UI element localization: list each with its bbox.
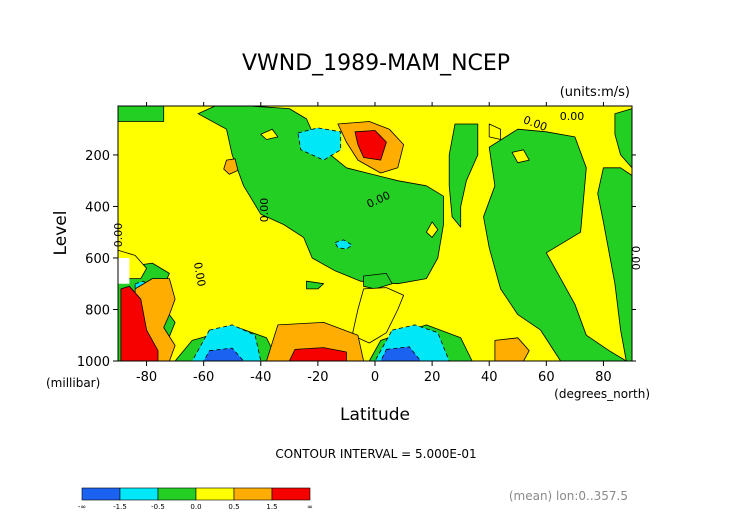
contour-region-neutral-3 bbox=[448, 123, 479, 228]
contour-region-neutral-5 bbox=[614, 108, 633, 169]
y-tick-label: 400 bbox=[85, 200, 110, 215]
y-tick-label: 800 bbox=[85, 303, 110, 318]
contour-region-neg1-20 bbox=[334, 239, 353, 250]
colorbar-swatch-0 bbox=[81, 487, 121, 501]
colorbar-tick-label: -1.5 bbox=[113, 503, 127, 511]
colorbar-tick-label: 0.0 bbox=[190, 503, 201, 511]
contour-region-pos1-30 bbox=[494, 337, 530, 362]
colorbar-swatch-1 bbox=[119, 487, 159, 501]
colorbar-tick-label: ∞ bbox=[307, 503, 313, 511]
contour-region-pos-15 bbox=[488, 123, 502, 140]
y-tick-label: 600 bbox=[85, 252, 110, 267]
y-axis: 200 400 600 800 1000 bbox=[77, 149, 636, 370]
y-units-label: (millibar) bbox=[46, 376, 100, 390]
y-tick-label: 1000 bbox=[77, 355, 110, 370]
contour-label-1: 0.00 bbox=[191, 261, 208, 287]
contour-region-neutral-2 bbox=[197, 105, 444, 285]
x-tick-label: 80 bbox=[595, 370, 612, 385]
x-tick-label: -20 bbox=[307, 370, 328, 385]
chart-title: VWND_1989-MAM_NCEP bbox=[242, 51, 510, 76]
contour-label-2: 0.00 bbox=[258, 198, 271, 223]
x-tick-label: -60 bbox=[193, 370, 214, 385]
footnote: (mean) lon:0..357.5 bbox=[509, 489, 628, 503]
contour-interval-text: CONTOUR INTERVAL = 5.000E-01 bbox=[275, 447, 476, 461]
contour-region-neutral-11 bbox=[306, 280, 325, 290]
x-units-label: (degrees_north) bbox=[554, 387, 650, 401]
x-axis-label: Latitude bbox=[340, 405, 410, 425]
colorbar-tick-label: 1.5 bbox=[266, 503, 277, 511]
colorbar-tick-label: -0.5 bbox=[151, 503, 165, 511]
units-label: (units:m/s) bbox=[560, 85, 630, 100]
y-tick-label: 200 bbox=[85, 149, 110, 164]
colorbar-swatch-3 bbox=[195, 487, 235, 501]
contour-region-pos2-33 bbox=[288, 347, 347, 362]
x-tick-label: -40 bbox=[250, 370, 271, 385]
x-tick-label: -80 bbox=[136, 370, 157, 385]
colorbar-tick-label: -∞ bbox=[78, 503, 86, 511]
y-axis-label: Level bbox=[51, 211, 71, 256]
x-axis: -80 -60 -40 -20 0 20 40 60 80 bbox=[136, 102, 612, 385]
x-tick-label: 0 bbox=[371, 370, 379, 385]
colorbar-swatch-5 bbox=[271, 487, 311, 501]
plot-area: 0.000.000.00 0.000.00 0.000.00 bbox=[112, 105, 642, 362]
contour-regions bbox=[117, 105, 633, 362]
contour-region-neg1-19 bbox=[297, 127, 342, 161]
contour-region-pos-16 bbox=[260, 128, 279, 140]
contour-region-neutral-6 bbox=[597, 167, 633, 362]
x-tick-label: 40 bbox=[481, 370, 498, 385]
colorbar-tick-label: 0.5 bbox=[228, 503, 239, 511]
contour-region-none-34 bbox=[118, 258, 130, 284]
colorbar-swatch-4 bbox=[233, 487, 273, 501]
contour-region-neg2-24 bbox=[203, 347, 245, 362]
contour-region-pos2-31 bbox=[354, 130, 387, 161]
contour-region-pos1-27 bbox=[223, 158, 239, 175]
contour-region-pos-18 bbox=[511, 149, 530, 164]
x-tick-label: 20 bbox=[424, 370, 441, 385]
contour-region-neutral-12 bbox=[363, 272, 393, 290]
contour-region-pos-13 bbox=[351, 287, 405, 344]
contour-region-neutral-1 bbox=[117, 105, 165, 122]
colorbar: -∞ -1.5 -0.5 0.0 0.5 1.5 ∞ bbox=[78, 487, 313, 511]
contour-label-5: 0.00 bbox=[560, 110, 585, 123]
contour-region-neg2-25 bbox=[380, 346, 422, 362]
x-tick-label: 60 bbox=[538, 370, 555, 385]
contour-region-pos-17 bbox=[425, 221, 439, 238]
contour-region-neutral-4 bbox=[483, 128, 627, 362]
colorbar-swatch-2 bbox=[157, 487, 197, 501]
